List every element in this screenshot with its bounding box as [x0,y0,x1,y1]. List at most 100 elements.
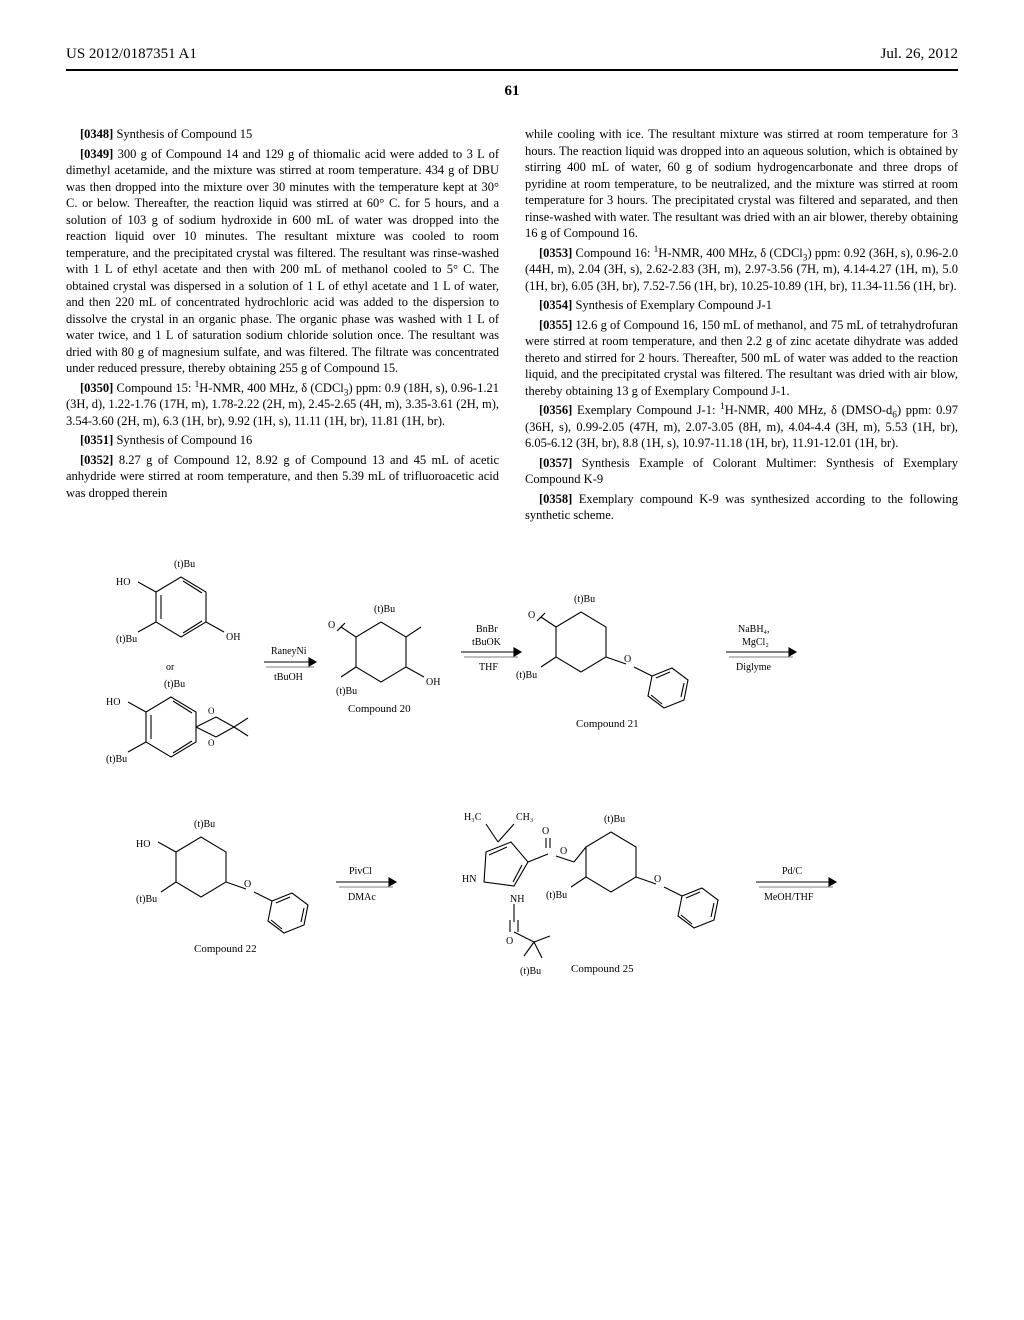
lbl-o: O [624,654,631,665]
compound-25: H₃C CH₃ HN NH O (t)Bu [462,812,718,977]
lbl-tbu: (t)Bu [604,814,625,825]
lbl-o: O [208,706,215,716]
publication-number: US 2012/0187351 A1 [66,46,197,63]
para-text: H-NMR, 400 MHz, δ (CDCl [199,381,344,395]
para-0356: [0356] Exemplary Compound J-1: 1H-NMR, 4… [525,402,958,452]
lbl-ar3c: Diglyme [736,662,772,673]
lbl-ar3a: NaBH₄, [738,624,770,635]
lbl-c25: Compound 25 [571,963,634,975]
lbl-o: O [506,936,513,947]
reaction-scheme: (t)Bu HO (t)Bu OH or [66,542,958,1062]
scheme-arrow-1: RaneyNi tBuOH [264,646,316,683]
lbl-ar2a: BnBr [476,624,498,635]
lbl-o: O [208,738,215,748]
para-0351: [0351] Synthesis of Compound 16 [66,432,499,449]
para-text: Synthesis Example of Colorant Multimer: … [525,456,958,487]
lbl-tbu: (t)Bu [164,679,185,690]
para-num: [0358] [539,492,572,506]
para-num: [0356] [539,403,572,417]
lbl-ar4a: PivCl [349,866,372,877]
para-0349: [0349] 300 g of Compound 14 and 129 g of… [66,146,499,377]
page-number: 61 [66,83,958,100]
para-text: Exemplary compound K-9 was synthesized a… [525,492,958,523]
para-text: while cooling with ice. The resultant mi… [525,127,958,240]
para-num: [0350] [80,381,113,395]
para-0350: [0350] Compound 15: 1H-NMR, 400 MHz, δ (… [66,380,499,430]
lbl-ar5a: Pd/C [782,866,802,877]
compound-start-a: (t)Bu HO (t)Bu OH [116,559,240,645]
lbl-oh: OH [226,632,240,643]
para-text: Synthesis of Compound 15 [113,127,252,141]
para-text: Compound 15: [113,381,194,395]
scheme-arrow-4: PivCl DMAc [336,866,396,903]
lbl-nh: NH [510,894,524,905]
para-text: 300 g of Compound 14 and 129 g of thioma… [66,147,499,376]
para-text: Compound 16: [572,246,653,260]
lbl-ho: HO [116,577,130,588]
lbl-tbu: (t)Bu [574,594,595,605]
lbl-ar2c: THF [479,662,498,673]
scheme-arrow-3: NaBH₄, MgCl₂ Diglyme [726,624,796,673]
lbl-tbu: (t)Bu [374,604,395,615]
lbl-ar4b: DMAc [348,892,376,903]
lbl-tbu: (t)Bu [194,819,215,830]
para-0358: [0358] Exemplary compound K-9 was synthe… [525,491,958,524]
compound-20: (t)Bu O (t)Bu OH Compound 20 [328,604,440,715]
para-num: [0354] [539,298,572,312]
lbl-tbu: (t)Bu [136,894,157,905]
para-text: H-NMR, 400 MHz, δ (DMSO-d [725,403,893,417]
scheme-svg: (t)Bu HO (t)Bu OH or [66,542,958,1062]
lbl-tbu: (t)Bu [106,754,127,765]
page-header: US 2012/0187351 A1 Jul. 26, 2012 [66,46,958,63]
para-num: [0352] [80,453,113,467]
para-0352: [0352] 8.27 g of Compound 12, 8.92 g of … [66,452,499,502]
para-num: [0353] [539,246,572,260]
para-text: 12.6 g of Compound 16, 150 mL of methano… [525,318,958,398]
lbl-c20: Compound 20 [348,703,411,715]
compound-start-b: (t)Bu HO (t)Bu O O [106,679,248,765]
lbl-o: O [244,879,251,890]
compound-21: (t)Bu O (t)Bu O Compound 21 [516,594,688,730]
lbl-o: O [560,846,567,857]
lbl-ho: HO [136,839,150,850]
lbl-oh: OH [426,677,440,688]
para-text: H-NMR, 400 MHz, δ (CDCl [658,246,803,260]
lbl-ar5b: MeOH/THF [764,892,814,903]
lbl-ch3: CH₃ [516,812,533,823]
lbl-tbu: (t)Bu [336,686,357,697]
lbl-c22: Compound 22 [194,943,257,955]
lbl-ar3b: MgCl₂ [742,637,769,648]
lbl-tbu: (t)Bu [116,634,137,645]
lbl-tbu: (t)Bu [520,966,541,977]
para-0348: [0348] Synthesis of Compound 15 [66,126,499,143]
lbl-tbu: (t)Bu [546,890,567,901]
para-num: [0348] [80,127,113,141]
publication-date: Jul. 26, 2012 [880,46,958,63]
lbl-c21: Compound 21 [576,718,639,730]
para-0355: [0355] 12.6 g of Compound 16, 150 mL of … [525,317,958,400]
lbl-ar1-top: RaneyNi [271,646,307,657]
para-text: 8.27 g of Compound 12, 8.92 g of Compoun… [66,453,499,500]
scheme-arrow-5: Pd/C MeOH/THF [756,866,836,903]
para-0354: [0354] Synthesis of Exemplary Compound J… [525,297,958,314]
para-text: Synthesis of Exemplary Compound J-1 [572,298,772,312]
lbl-tbu: (t)Bu [174,559,195,570]
lbl-o: O [542,826,549,837]
para-0353: [0353] Compound 16: 1H-NMR, 400 MHz, δ (… [525,245,958,295]
para-continued: while cooling with ice. The resultant mi… [525,126,958,242]
para-num: [0351] [80,433,113,447]
para-text: Exemplary Compound J-1: [572,403,720,417]
header-rule [66,69,958,71]
compound-22: (t)Bu HO (t)Bu O Compound 22 [136,819,308,955]
para-text: Synthesis of Compound 16 [113,433,252,447]
lbl-hn: HN [462,874,476,885]
scheme-arrow-2: BnBr tBuOK THF [461,624,521,673]
para-num: [0357] [539,456,572,470]
lbl-o: O [654,874,661,885]
lbl-o: O [328,620,335,631]
lbl-h3c: H₃C [464,812,482,823]
lbl-o: O [528,610,535,621]
lbl-ar2b: tBuOK [472,637,502,648]
para-num: [0355] [539,318,572,332]
lbl-tbu: (t)Bu [516,670,537,681]
